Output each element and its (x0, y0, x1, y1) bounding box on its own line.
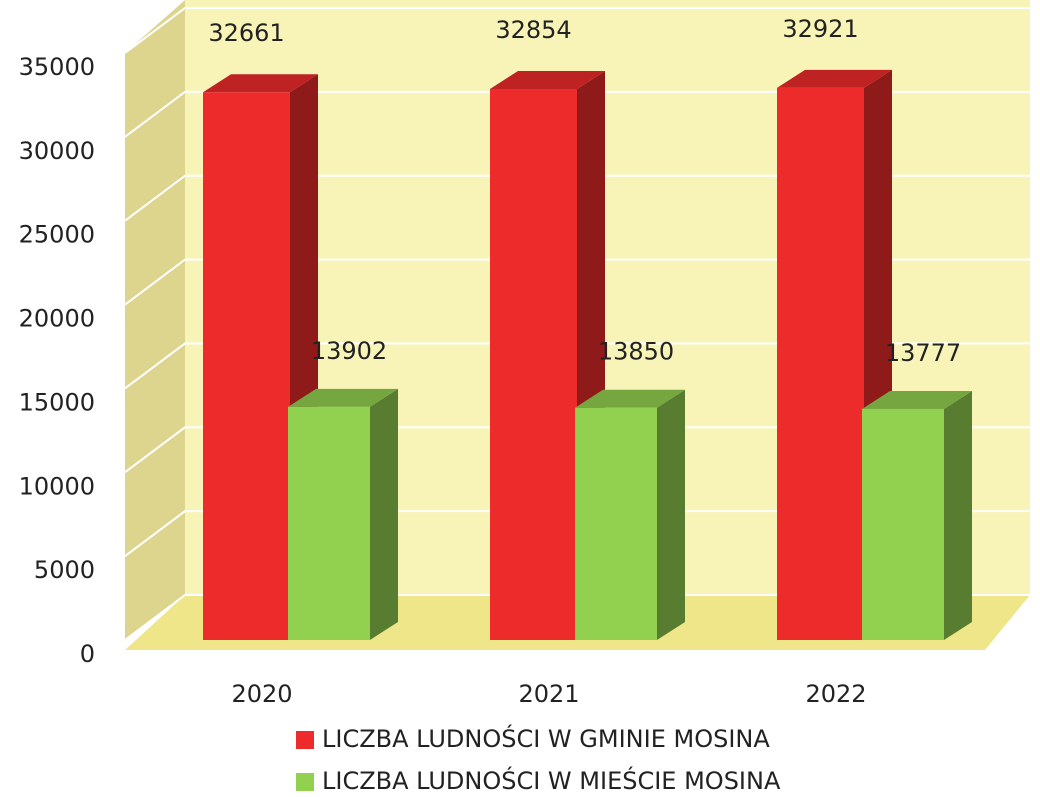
bar-side (657, 389, 685, 640)
bar-front (575, 407, 657, 640)
bar (490, 70, 605, 641)
bar-front (777, 87, 864, 640)
bar-front (490, 88, 577, 641)
side-wall (125, 0, 185, 640)
y-tick-label: 10000 (19, 472, 95, 500)
grid-line (124, 90, 1030, 138)
bar-top (203, 74, 318, 93)
data-label: 32921 (782, 15, 858, 43)
bar-side (944, 390, 972, 640)
x-tick-label: 2022 (805, 680, 866, 708)
grid-line (124, 426, 1030, 474)
grid-line (124, 174, 1030, 222)
bar-top (862, 390, 972, 409)
y-tick-label: 5000 (34, 556, 95, 584)
x-tick-label: 2020 (231, 680, 292, 708)
grid-line (124, 342, 1030, 390)
bar-top (777, 69, 892, 88)
bar-top (288, 388, 398, 407)
legend-label: LICZBA LUDNOŚCI W MIEŚCIE MOSINA (322, 765, 781, 795)
y-tick-label: 25000 (19, 221, 95, 249)
grid-line (124, 510, 1030, 557)
bar-top (575, 389, 685, 408)
x-tick-label: 2021 (518, 680, 579, 708)
y-tick-label: 20000 (19, 305, 95, 333)
y-tick-label: 30000 (19, 137, 95, 165)
bar (575, 389, 685, 640)
legend-swatch (296, 731, 314, 749)
legend-label: LICZBA LUDNOŚCI W GMINIE MOSINA (322, 723, 770, 753)
legend-swatch (296, 773, 314, 791)
data-label: 32661 (208, 19, 284, 47)
data-label: 13902 (311, 337, 387, 365)
grid-line (124, 594, 1030, 641)
data-label: 13850 (598, 338, 674, 366)
y-tick-label: 15000 (19, 388, 95, 416)
y-tick-label: 0 (80, 640, 95, 668)
grid-line (124, 7, 1030, 54)
bar-front (862, 408, 944, 640)
bar (862, 390, 972, 640)
data-label: 13777 (885, 339, 961, 367)
bar-top (490, 70, 605, 89)
grid-line (124, 258, 1030, 306)
bar-front (288, 406, 370, 640)
y-tick-label: 35000 (19, 53, 95, 81)
data-label: 32854 (495, 16, 571, 44)
bar-side (370, 388, 398, 640)
bar-front (203, 92, 290, 640)
bar (288, 388, 398, 640)
